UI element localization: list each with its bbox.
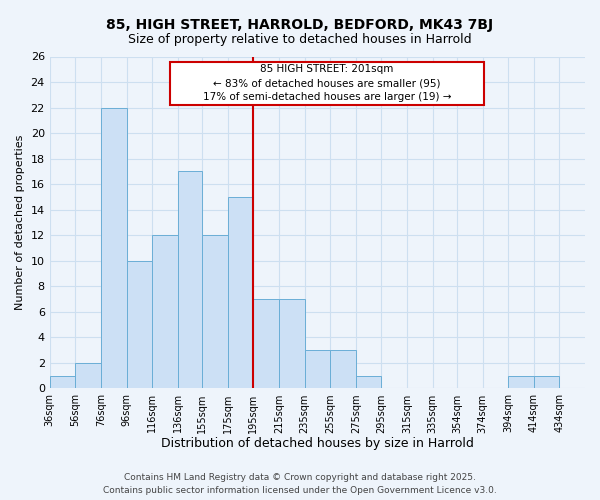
Bar	[178, 172, 202, 388]
Bar	[279, 299, 305, 388]
Bar	[127, 261, 152, 388]
Bar	[50, 376, 75, 388]
Bar	[305, 350, 330, 389]
FancyBboxPatch shape	[170, 62, 484, 105]
Bar	[253, 299, 279, 388]
Text: 85, HIGH STREET, HARROLD, BEDFORD, MK43 7BJ: 85, HIGH STREET, HARROLD, BEDFORD, MK43 …	[106, 18, 494, 32]
Bar	[202, 236, 227, 388]
Text: 85 HIGH STREET: 201sqm
← 83% of detached houses are smaller (95)
17% of semi-det: 85 HIGH STREET: 201sqm ← 83% of detached…	[203, 64, 451, 102]
Bar	[75, 363, 101, 388]
Bar	[152, 236, 178, 388]
Bar	[534, 376, 559, 388]
Bar	[330, 350, 356, 389]
X-axis label: Distribution of detached houses by size in Harrold: Distribution of detached houses by size …	[161, 437, 474, 450]
Text: Size of property relative to detached houses in Harrold: Size of property relative to detached ho…	[128, 32, 472, 46]
Y-axis label: Number of detached properties: Number of detached properties	[15, 135, 25, 310]
Bar	[508, 376, 534, 388]
Bar	[356, 376, 382, 388]
Bar	[101, 108, 127, 388]
Text: Contains HM Land Registry data © Crown copyright and database right 2025.
Contai: Contains HM Land Registry data © Crown c…	[103, 474, 497, 495]
Bar	[227, 197, 253, 388]
